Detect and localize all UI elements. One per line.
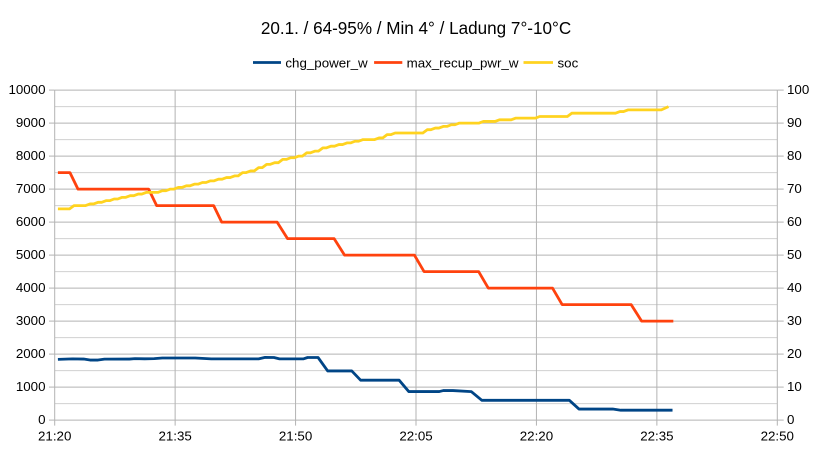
svg-text:22:50: 22:50 bbox=[761, 428, 794, 443]
svg-text:60: 60 bbox=[787, 214, 802, 229]
svg-text:8000: 8000 bbox=[16, 148, 46, 163]
svg-text:chg_power_w: chg_power_w bbox=[285, 55, 368, 70]
svg-text:100: 100 bbox=[787, 82, 809, 97]
svg-text:10000: 10000 bbox=[8, 82, 45, 97]
svg-text:1000: 1000 bbox=[16, 379, 46, 394]
svg-text:21:50: 21:50 bbox=[279, 428, 312, 443]
svg-text:50: 50 bbox=[787, 247, 802, 262]
svg-text:22:35: 22:35 bbox=[640, 428, 673, 443]
svg-text:4000: 4000 bbox=[16, 280, 46, 295]
svg-text:21:20: 21:20 bbox=[38, 428, 71, 443]
svg-text:20.1. / 64-95% / Min 4° / Ladu: 20.1. / 64-95% / Min 4° / Ladung 7°-10°C bbox=[261, 19, 571, 38]
svg-text:6000: 6000 bbox=[16, 214, 46, 229]
svg-text:22:20: 22:20 bbox=[520, 428, 553, 443]
svg-text:22:05: 22:05 bbox=[399, 428, 432, 443]
svg-text:0: 0 bbox=[38, 412, 45, 427]
svg-text:2000: 2000 bbox=[16, 346, 46, 361]
svg-text:90: 90 bbox=[787, 115, 802, 130]
svg-text:3000: 3000 bbox=[16, 313, 46, 328]
svg-text:10: 10 bbox=[787, 379, 802, 394]
svg-text:soc: soc bbox=[558, 55, 579, 70]
svg-text:80: 80 bbox=[787, 148, 802, 163]
svg-text:7000: 7000 bbox=[16, 181, 46, 196]
svg-text:30: 30 bbox=[787, 313, 802, 328]
svg-text:0: 0 bbox=[787, 412, 794, 427]
svg-text:20: 20 bbox=[787, 346, 802, 361]
svg-text:40: 40 bbox=[787, 280, 802, 295]
svg-text:9000: 9000 bbox=[16, 115, 46, 130]
svg-text:5000: 5000 bbox=[16, 247, 46, 262]
svg-text:21:35: 21:35 bbox=[158, 428, 191, 443]
svg-text:max_recup_pwr_w: max_recup_pwr_w bbox=[407, 55, 519, 70]
svg-text:70: 70 bbox=[787, 181, 802, 196]
